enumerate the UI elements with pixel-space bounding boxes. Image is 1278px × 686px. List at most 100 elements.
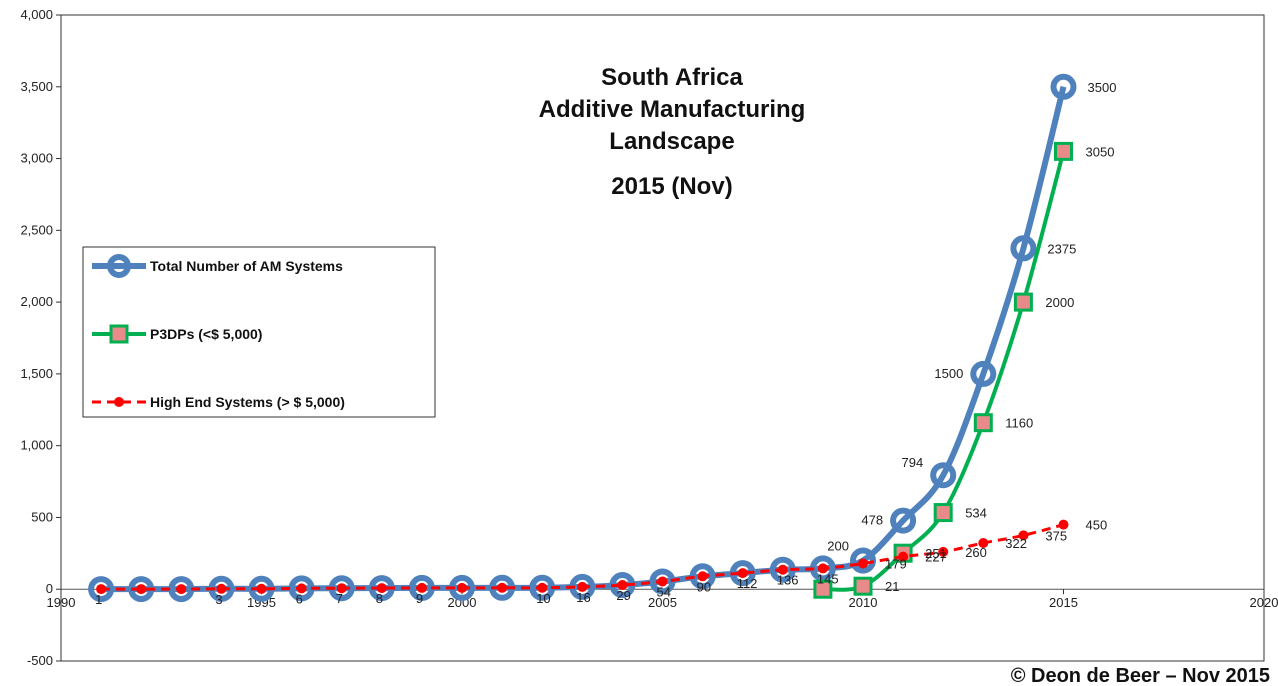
y-tick-label: 500 <box>31 509 53 524</box>
legend-label-p3dp: P3DPs (<$ 5,000) <box>150 326 262 342</box>
point-total <box>1050 73 1077 100</box>
x-tick-label: 2010 <box>849 595 878 610</box>
data-label-total: 7 <box>336 591 343 606</box>
data-label-total: 16 <box>576 590 590 605</box>
point-highend <box>817 563 828 574</box>
copyright-text: © Deon de Beer – Nov 2015 <box>1011 665 1270 686</box>
x-tick-label: 2015 <box>1049 595 1078 610</box>
legend-item-total: Total Number of AM Systems <box>92 254 343 278</box>
series-highend <box>96 519 1069 595</box>
data-label-total: 10 <box>536 591 550 606</box>
y-tick-label: 4,000 <box>20 7 53 22</box>
point-p3dp <box>813 579 833 599</box>
data-label-p3dp: 3050 <box>1086 144 1115 159</box>
point-highend <box>737 568 748 579</box>
point-total <box>1010 235 1037 262</box>
title-line-2: Additive Manufacturing <box>539 96 806 123</box>
point-highend <box>577 581 588 592</box>
title-line-3: Landscape <box>609 128 734 155</box>
y-tick-label: 2,000 <box>20 294 53 309</box>
point-highend <box>376 583 387 594</box>
y-axis: -500 0 500 1,000 1,500 2,000 2,500 3,000 3,500 4,… <box>20 7 61 668</box>
legend-marker-p3dp <box>109 324 129 344</box>
data-label-total: 136 <box>777 573 799 588</box>
data-label-highend: 260 <box>965 545 987 560</box>
point-highend <box>858 558 868 569</box>
point-highend <box>697 571 708 582</box>
y-tick-label: 3,000 <box>20 151 53 166</box>
data-label-total: 3500 <box>1088 80 1117 95</box>
point-highend <box>176 584 187 595</box>
data-label-highend: 450 <box>1086 518 1108 533</box>
data-label-p3dp: 1160 <box>1005 416 1033 431</box>
point-p3dp <box>1013 292 1033 312</box>
chart-title: South Africa Additive Manufacturing Land… <box>539 64 806 200</box>
y-tick-label: 3,500 <box>20 79 53 94</box>
y-tick-label: 0 <box>46 581 53 596</box>
data-label-total: 2375 <box>1047 241 1076 256</box>
point-highend <box>537 582 548 593</box>
point-p3dp <box>973 413 993 433</box>
point-highend <box>96 584 107 595</box>
point-highend <box>657 576 668 587</box>
point-highend <box>938 546 949 557</box>
x-tick-label: 2020 <box>1250 595 1278 610</box>
data-label-total: 9 <box>416 591 423 606</box>
x-tick-label: 1990 <box>47 595 76 610</box>
x-tick-label: 2000 <box>448 595 477 610</box>
data-label-total: 90 <box>697 579 711 594</box>
point-highend <box>336 583 347 594</box>
title-line-1: South Africa <box>601 64 743 91</box>
data-label-highend: 179 <box>885 557 907 572</box>
data-label-total: 3 <box>215 592 222 607</box>
point-highend <box>296 583 307 594</box>
point-p3dp <box>933 503 953 523</box>
data-label-p3dp: 21 <box>885 579 899 594</box>
data-label-highend: 227 <box>925 550 947 565</box>
data-label-p3dp: 2000 <box>1045 295 1074 310</box>
data-label-total: 200 <box>827 539 849 554</box>
y-tick-label: 2,500 <box>20 222 53 237</box>
data-label-p3dp: 251 <box>925 546 947 561</box>
legend-label-highend: High End Systems (> $ 5,000) <box>150 394 345 410</box>
x-tick-label: 2005 <box>648 595 677 610</box>
point-total <box>930 462 957 489</box>
point-p3dp <box>853 576 873 596</box>
data-label-total: 145 <box>817 571 839 586</box>
point-highend <box>416 582 427 593</box>
legend-label-total: Total Number of AM Systems <box>150 258 343 274</box>
point-highend <box>497 582 508 593</box>
point-highend <box>1058 519 1069 530</box>
title-line-4: 2015 (Nov) <box>611 173 732 200</box>
point-highend <box>256 583 267 594</box>
point-highend <box>617 580 628 591</box>
legend: Total Number of AM Systems P3DPs (<$ 5,0… <box>82 246 436 418</box>
data-label-total: 6 <box>296 591 303 606</box>
data-label-total: 54 <box>657 584 671 599</box>
legend-item-p3dp: P3DPs (<$ 5,000) <box>92 324 262 344</box>
point-total <box>970 360 997 387</box>
data-label-total: 112 <box>737 576 758 591</box>
point-highend <box>1018 530 1029 541</box>
data-label-highend: 375 <box>1045 528 1067 543</box>
point-p3dp <box>1054 141 1073 161</box>
data-label-total: 794 <box>901 455 923 470</box>
point-total <box>88 576 115 603</box>
data-label-p3dp: 534 <box>965 506 987 521</box>
data-label-total: 29 <box>616 588 630 603</box>
point-highend <box>777 564 788 575</box>
data-label-highend: 322 <box>1005 536 1027 551</box>
point-highend <box>136 584 147 595</box>
point-highend <box>978 537 989 548</box>
y-tick-label: 1,500 <box>20 366 53 381</box>
data-label-total: 1 <box>95 592 102 607</box>
legend-marker-total <box>107 254 131 278</box>
data-labels: 1 3 6 7 8 9 10 16 29 54 90 112 136 145200478794150023… <box>95 80 1116 607</box>
point-highend <box>216 583 227 594</box>
y-tick-label: 1,000 <box>20 438 53 453</box>
data-label-total: 478 <box>861 513 883 528</box>
point-highend <box>898 551 909 562</box>
point-highend <box>457 582 467 593</box>
data-label-total: 8 <box>376 591 383 606</box>
